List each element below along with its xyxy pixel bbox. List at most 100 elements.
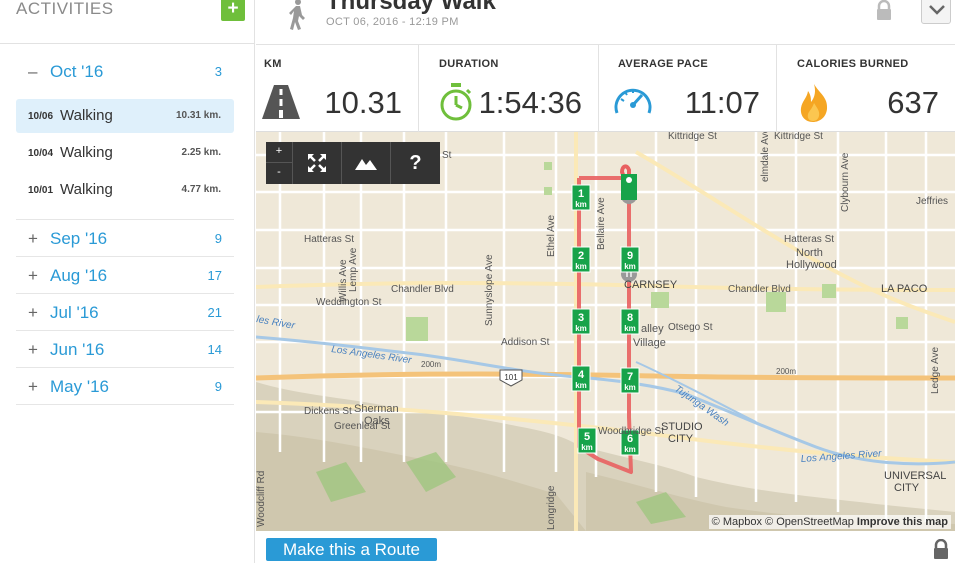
map-label: St bbox=[442, 150, 452, 161]
map-label: Chandler Blvd bbox=[728, 284, 791, 295]
km-marker-unit: km bbox=[581, 443, 593, 452]
road-icon bbox=[262, 85, 300, 119]
km-marker-8[interactable]: 8km bbox=[620, 308, 640, 335]
km-marker-7[interactable]: 7km bbox=[620, 367, 640, 394]
month-oct-16[interactable]: – Oct '16 3 bbox=[16, 44, 234, 99]
km-marker-9[interactable]: 9km bbox=[620, 246, 640, 273]
stat-duration: DURATION 1:54:36 bbox=[419, 45, 599, 133]
month-label: Oct '16 bbox=[50, 62, 104, 81]
activity-item-selected[interactable]: 10/06 Walking 10.31 km. bbox=[16, 99, 234, 133]
map-label: elmdale Ave bbox=[760, 132, 771, 182]
month-count: 17 bbox=[207, 268, 222, 283]
activity-item[interactable]: 10/04 Walking 2.25 km. bbox=[16, 136, 234, 170]
help-button[interactable]: ? bbox=[391, 142, 440, 184]
improve-map-link[interactable]: Improve this map bbox=[856, 516, 948, 528]
map-label: UNIVERSAL bbox=[884, 470, 946, 482]
map-label: STUDIO bbox=[661, 421, 703, 433]
month-aug-16[interactable]: + Aug '16 17 bbox=[16, 257, 234, 294]
divider bbox=[16, 219, 234, 220]
stat-value: 637 bbox=[887, 85, 939, 120]
km-marker-unit: km bbox=[575, 200, 587, 209]
terrain-button[interactable] bbox=[342, 142, 391, 184]
workout-menu-dropdown[interactable] bbox=[921, 0, 951, 24]
make-route-button[interactable]: Make this a Route bbox=[266, 538, 437, 561]
km-marker-2[interactable]: 2km bbox=[571, 246, 591, 273]
map-label: Ethel Ave bbox=[546, 214, 557, 257]
km-marker-6[interactable]: 6km bbox=[620, 429, 640, 456]
km-marker-1[interactable]: 1km bbox=[571, 184, 591, 211]
map-label: Weddington St bbox=[316, 297, 382, 308]
activity-item[interactable]: 10/01 Walking 4.77 km. bbox=[16, 173, 234, 207]
sidebar-header: ACTIVITIES + bbox=[0, 0, 254, 44]
month-label: Jul '16 bbox=[50, 303, 99, 322]
map-label: Woodcliff Rd bbox=[256, 471, 267, 527]
km-marker-number: 4 bbox=[578, 369, 585, 381]
month-jun-16[interactable]: + Jun '16 14 bbox=[16, 331, 234, 368]
stat-km: KM 10.31 bbox=[256, 45, 419, 133]
stat-label: CALORIES BURNED bbox=[797, 58, 909, 70]
map-label: 200m bbox=[776, 367, 796, 376]
expand-icon: + bbox=[28, 377, 38, 396]
map-label: Dickens St bbox=[304, 406, 352, 417]
fullscreen-button[interactable] bbox=[293, 142, 342, 184]
map-label: Lemp Ave bbox=[348, 247, 359, 292]
expand-icon: + bbox=[28, 229, 38, 248]
month-label: Sep '16 bbox=[50, 229, 108, 248]
zoom-out-button[interactable]: - bbox=[277, 166, 281, 178]
start-pin-icon[interactable] bbox=[621, 174, 637, 200]
osm-credit[interactable]: © OpenStreetMap bbox=[765, 516, 854, 528]
km-marker-number: 3 bbox=[578, 312, 584, 324]
km-marker-5[interactable]: 5km bbox=[577, 427, 597, 454]
expand-arrows-icon bbox=[308, 154, 326, 172]
lock-icon[interactable] bbox=[874, 0, 894, 20]
month-count: 9 bbox=[214, 231, 222, 246]
km-marker-unit: km bbox=[575, 262, 587, 271]
map-label: CITY bbox=[668, 433, 694, 445]
expand-icon: + bbox=[28, 303, 38, 322]
route-map[interactable]: 1 km 2 km 3 km 4 km 5 km 6 km 7 km 8 km 9 km Kittridge St… bbox=[256, 132, 955, 531]
km-marker-unit: km bbox=[624, 324, 636, 333]
collapse-icon: – bbox=[28, 62, 38, 81]
stopwatch-icon bbox=[440, 83, 472, 121]
stat-value: 1:54:36 bbox=[478, 85, 582, 120]
map-label: North bbox=[796, 247, 823, 259]
map-attribution: © Mapbox © OpenStreetMap Improve this ma… bbox=[708, 515, 951, 529]
mapbox-credit[interactable]: © Mapbox bbox=[711, 516, 762, 528]
workout-title: Thursday Walk bbox=[326, 0, 496, 15]
stat-value: 10.31 bbox=[324, 85, 402, 120]
map-label: Hatteras St bbox=[304, 234, 354, 245]
map-label: Oaks bbox=[364, 415, 390, 427]
lock-icon[interactable] bbox=[932, 539, 950, 559]
flame-icon bbox=[800, 84, 828, 122]
add-activity-button[interactable]: + bbox=[221, 0, 245, 21]
month-may-16[interactable]: + May '16 9 bbox=[16, 368, 234, 405]
svg-text:101: 101 bbox=[504, 373, 518, 382]
map-label: 200m bbox=[421, 360, 441, 369]
map-label: Chandler Blvd bbox=[391, 284, 454, 295]
chevron-down-icon bbox=[929, 5, 945, 15]
km-marker-4[interactable]: 4km bbox=[571, 365, 591, 392]
stat-label: DURATION bbox=[439, 58, 499, 70]
activity-type: Walking bbox=[60, 144, 113, 161]
month-count: 3 bbox=[214, 64, 222, 79]
map-label: Willis Ave bbox=[338, 259, 349, 302]
sidebar-title: ACTIVITIES bbox=[16, 0, 114, 18]
zoom-in-button[interactable]: + bbox=[266, 142, 292, 163]
month-jul-16[interactable]: + Jul '16 21 bbox=[16, 294, 234, 331]
highway-101-shield: 101 bbox=[499, 369, 523, 387]
map-label: Kittridge St bbox=[774, 132, 823, 142]
month-count: 21 bbox=[207, 305, 222, 320]
month-sep-16[interactable]: + Sep '16 9 bbox=[16, 220, 234, 257]
walker-icon bbox=[289, 0, 305, 30]
activity-date: 10/01 bbox=[28, 185, 54, 196]
map-label: Village bbox=[633, 337, 666, 349]
stat-value: 11:07 bbox=[684, 85, 760, 120]
activity-date: 10/04 bbox=[28, 148, 54, 159]
stat-calories: CALORIES BURNED 637 bbox=[777, 45, 955, 133]
km-marker-number: 8 bbox=[627, 312, 633, 324]
km-marker-3[interactable]: 3km bbox=[571, 308, 591, 335]
map-label: Kittridge St bbox=[668, 132, 717, 142]
stat-average-pace: AVERAGE PACE 11:07 bbox=[599, 45, 777, 133]
